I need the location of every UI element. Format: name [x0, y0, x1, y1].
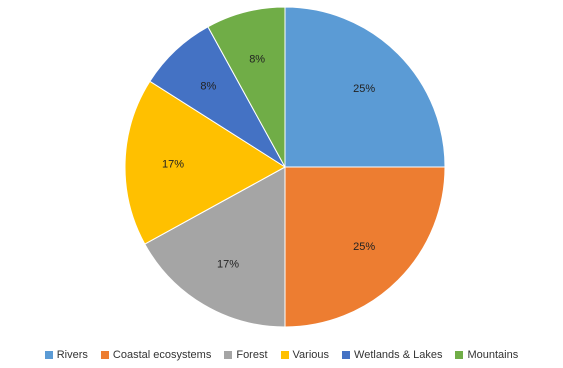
- data-label: 17%: [162, 158, 184, 170]
- legend-label: Coastal ecosystems: [112, 349, 212, 361]
- data-label: 25%: [353, 241, 375, 253]
- pie-slice-mountains: [207, 6, 286, 168]
- legend-label: Mountains: [467, 349, 519, 361]
- pie-slice-rivers: [284, 6, 446, 168]
- chart-legend: Rivers Coastal ecosystems Forest Various Wet…: [0, 344, 563, 366]
- legend-swatch: [280, 351, 289, 359]
- data-label: 8%: [200, 80, 216, 92]
- legend-item: Mountains: [455, 349, 518, 361]
- legend-swatch: [224, 351, 233, 359]
- legend-item: Forest: [224, 349, 268, 361]
- legend-label: Wetlands & Lakes: [354, 349, 443, 361]
- data-label: 25%: [353, 83, 375, 95]
- data-label: 17%: [217, 258, 239, 270]
- legend-swatch: [100, 351, 109, 359]
- pie-slice-forest: [144, 166, 286, 328]
- legend-item: Coastal ecosystems: [100, 349, 212, 361]
- pie-slice-coastal-ecosystems: [284, 166, 446, 328]
- legend-swatch: [455, 351, 464, 359]
- pie-chart-plot: 25% 25% 17% 17% 8% 8%: [124, 6, 446, 328]
- legend-item: Wetlands & Lakes: [342, 349, 442, 361]
- legend-item: Rivers: [44, 349, 88, 361]
- legend-label: Rivers: [56, 349, 88, 361]
- pie-slice-various: [124, 80, 286, 245]
- legend-label: Forest: [236, 349, 268, 361]
- legend-swatch: [44, 351, 53, 359]
- data-label: 8%: [249, 54, 265, 66]
- legend-item: Various: [280, 349, 330, 361]
- legend-label: Various: [292, 349, 330, 361]
- legend-swatch: [342, 351, 351, 359]
